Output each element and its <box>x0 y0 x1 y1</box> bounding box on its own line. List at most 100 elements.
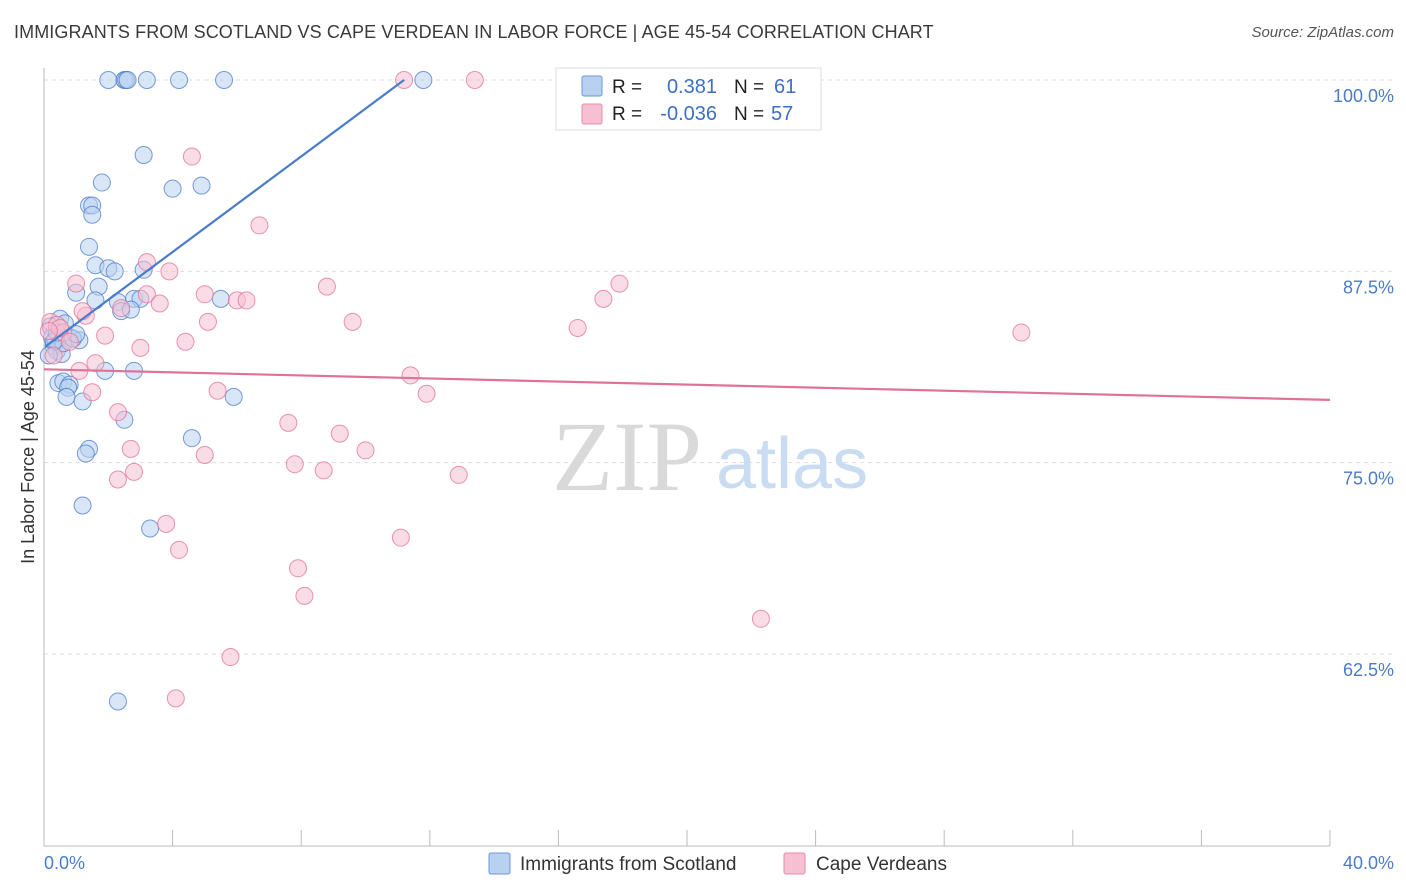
legend-n-label-2: N = <box>734 104 764 125</box>
data-point <box>414 71 433 89</box>
data-point <box>192 176 211 195</box>
data-point <box>170 71 189 89</box>
data-point <box>176 332 195 351</box>
data-point <box>131 338 150 357</box>
data-point <box>221 648 240 667</box>
data-point <box>57 387 76 406</box>
data-point <box>317 277 336 296</box>
chart-title: IMMIGRANTS FROM SCOTLAND VS CAPE VERDEAN… <box>14 22 934 42</box>
data-point <box>295 586 314 605</box>
data-point <box>108 403 127 422</box>
data-point <box>465 71 484 89</box>
data-point <box>99 71 118 89</box>
data-point <box>60 332 79 351</box>
data-point <box>80 237 99 256</box>
data-point <box>96 326 115 345</box>
data-point <box>137 285 156 304</box>
legend-r-label-2: R = <box>612 104 642 125</box>
series-label-scotland: Immigrants from Scotland <box>520 854 736 875</box>
data-point <box>137 253 156 272</box>
data-point <box>92 173 111 192</box>
data-point <box>237 291 256 310</box>
data-point <box>343 312 362 331</box>
legend-n-value-1: 61 <box>774 76 796 98</box>
data-point <box>108 470 127 489</box>
y-tick-labels: 100.0% 87.5% 75.0% 62.5% <box>1333 86 1394 680</box>
data-point <box>1012 323 1031 342</box>
data-point <box>73 496 92 515</box>
data-point <box>170 540 189 559</box>
legend-r-label-1: R = <box>612 77 642 98</box>
data-point <box>166 689 185 708</box>
data-point <box>610 274 629 293</box>
data-point <box>195 446 214 465</box>
data-point <box>83 205 102 224</box>
data-point <box>417 384 436 403</box>
series-legend: Immigrants from Scotland Cape Verdeans <box>488 852 947 875</box>
data-point <box>751 609 770 628</box>
data-point <box>39 322 58 341</box>
series-swatch-scotland <box>488 852 511 875</box>
data-point <box>125 462 144 481</box>
legend-swatch-cape-verdeans <box>581 103 603 125</box>
legend-swatch-scotland <box>581 75 603 97</box>
data-point <box>108 692 127 711</box>
data-point <box>67 274 86 293</box>
data-point <box>198 312 217 331</box>
data-point <box>195 285 214 304</box>
data-point <box>594 289 613 308</box>
watermark-zip: ZIP <box>552 401 702 512</box>
legend-r-value-1: 0.381 <box>667 76 717 98</box>
data-point <box>279 413 298 432</box>
data-point <box>568 318 587 337</box>
data-point <box>330 424 349 443</box>
legend-n-value-2: 57 <box>771 103 793 125</box>
data-point <box>141 519 160 538</box>
series-swatch-cape-verdeans <box>783 852 806 875</box>
data-point <box>105 262 124 281</box>
legend-n-label-1: N = <box>734 77 764 98</box>
grid <box>44 79 1394 655</box>
data-point <box>449 465 468 484</box>
data-point <box>76 444 95 463</box>
data-point <box>157 514 176 533</box>
data-point <box>112 299 131 318</box>
data-point <box>250 216 269 235</box>
data-point <box>86 354 105 373</box>
data-point <box>356 441 375 460</box>
data-point <box>401 366 420 385</box>
data-point <box>163 179 182 198</box>
x-ticks <box>43 830 1331 846</box>
series-label-cape-verdeans: Cape Verdeans <box>816 854 947 875</box>
data-point <box>314 461 333 480</box>
data-point <box>118 71 137 89</box>
series-cape-verdeans-points <box>39 71 1031 708</box>
y-tick-label: 100.0% <box>1333 86 1394 106</box>
data-point <box>224 387 243 406</box>
trend-lines <box>43 79 1331 402</box>
data-point <box>73 302 92 321</box>
y-axis-title: In Labor Force | Age 45-54 <box>18 350 38 564</box>
y-tick-label: 87.5% <box>1343 277 1394 297</box>
stats-legend: R = 0.381 N = 61 R = -0.036 N = 57 <box>555 67 822 131</box>
data-point <box>391 528 410 547</box>
trend-line-scotland <box>44 79 405 348</box>
data-point <box>285 455 304 474</box>
data-point <box>137 71 156 89</box>
y-tick-label: 62.5% <box>1343 660 1394 680</box>
data-point <box>83 383 102 402</box>
watermark: ZIP atlas <box>552 401 868 512</box>
data-point <box>288 559 307 578</box>
trend-line-cape-verdeans <box>43 368 1331 402</box>
x-tick-label-min: 0.0% <box>44 853 85 873</box>
watermark-atlas: atlas <box>716 424 868 504</box>
y-tick-label: 75.0% <box>1343 469 1394 489</box>
data-point <box>160 262 179 281</box>
data-point <box>150 294 169 313</box>
data-point <box>208 381 227 400</box>
data-point <box>182 429 201 448</box>
source-label: Source: ZipAtlas.com <box>1251 24 1394 41</box>
data-point <box>182 147 201 166</box>
data-point <box>134 146 153 165</box>
